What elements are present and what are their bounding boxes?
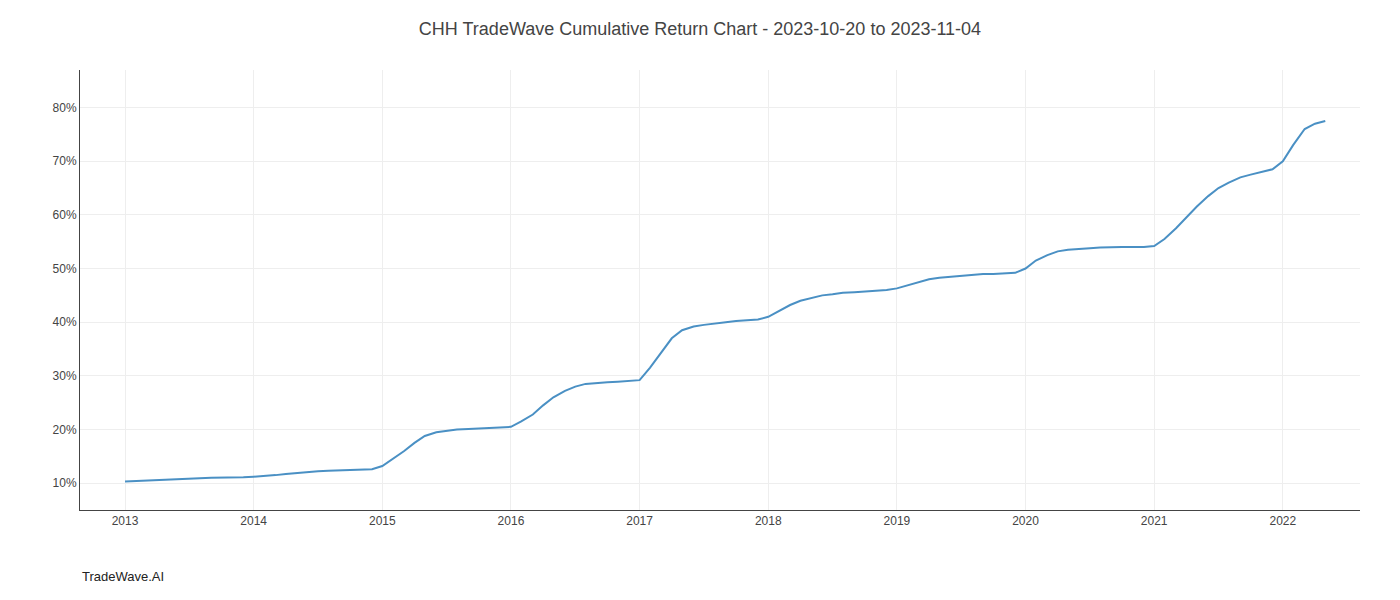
svg-text:2019: 2019 xyxy=(884,514,911,528)
svg-text:2015: 2015 xyxy=(369,514,396,528)
svg-text:20%: 20% xyxy=(53,423,77,437)
svg-text:30%: 30% xyxy=(53,369,77,383)
svg-text:40%: 40% xyxy=(53,315,77,329)
svg-text:80%: 80% xyxy=(53,101,77,115)
svg-text:70%: 70% xyxy=(53,154,77,168)
svg-text:2021: 2021 xyxy=(1141,514,1168,528)
svg-text:2013: 2013 xyxy=(112,514,139,528)
svg-text:2020: 2020 xyxy=(1012,514,1039,528)
svg-text:2016: 2016 xyxy=(498,514,525,528)
svg-text:50%: 50% xyxy=(53,262,77,276)
svg-text:2014: 2014 xyxy=(240,514,267,528)
svg-text:10%: 10% xyxy=(53,476,77,490)
svg-text:2022: 2022 xyxy=(1269,514,1296,528)
svg-text:60%: 60% xyxy=(53,208,77,222)
svg-text:2018: 2018 xyxy=(755,514,782,528)
svg-text:CHH TradeWave Cumulative Retur: CHH TradeWave Cumulative Return Chart - … xyxy=(419,19,981,39)
svg-text:2017: 2017 xyxy=(626,514,653,528)
svg-text:TradeWave.AI: TradeWave.AI xyxy=(82,569,164,584)
